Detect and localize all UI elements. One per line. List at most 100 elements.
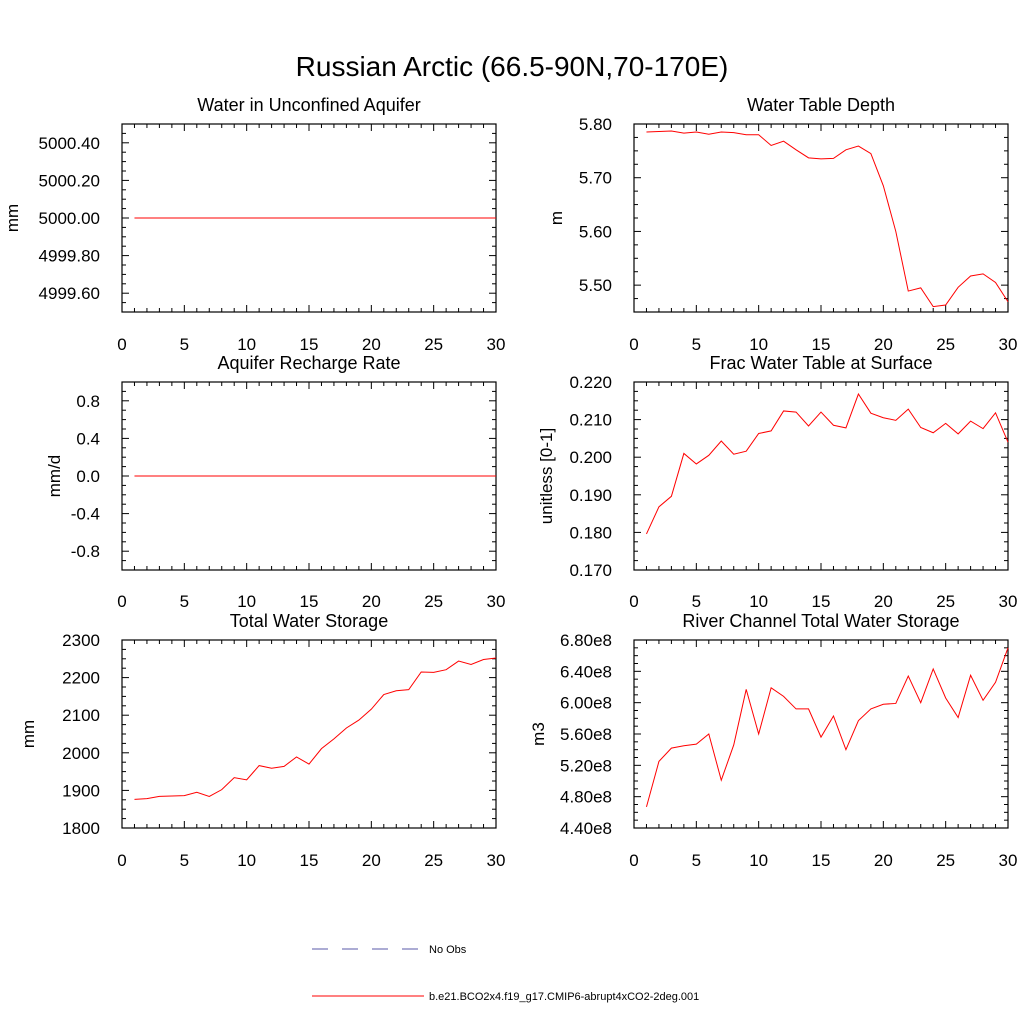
series-line [646,130,1009,308]
y-axis-label: mm [3,204,22,232]
y-tick-label: -0.8 [71,542,100,561]
series-line [645,647,1009,807]
y-tick-label: -0.4 [71,505,100,524]
plot-frame [633,123,1009,313]
x-tick-label: 20 [874,592,893,611]
plot-frame [633,381,1009,571]
legend-label-model: b.e21.BCO2x4.f19_g17.CMIP6-abrupt4xCO2-2… [429,991,699,1003]
plot-frame [633,639,1009,829]
x-tick-label: 10 [237,851,256,870]
y-tick-label: 5.50 [579,276,612,295]
x-tick-label: 10 [237,335,256,354]
panels: Water in Unconfined Aquifer mm 0 5 10 15 20 25 3… [3,95,1017,870]
x-tick-label: 20 [874,335,893,354]
x-tick-label: 25 [424,335,443,354]
y-tick-label: 1900 [62,781,100,800]
x-tick-label: 30 [487,851,506,870]
x-tick-label: 20 [362,592,381,611]
x-tick-label: 30 [999,592,1018,611]
panel-frac: Frac Water Table at Surface unitless [0-1… [537,353,1017,611]
x-tick-label: 5 [692,592,701,611]
legend-label-no-obs: No Obs [429,944,467,956]
y-tick-label: 5.60 [579,222,612,241]
y-tick-label: 2100 [62,706,100,725]
y-tick-label: 4999.80 [39,247,100,266]
panel-aquifer: Water in Unconfined Aquifer mm 0 5 10 15 20 25 3… [3,95,505,354]
legend: No Obs b.e21.BCO2x4.f19_g17.CMIP6-abrupt… [312,944,699,1003]
x-tick-label: 15 [300,851,319,870]
y-tick-label: 6.80e8 [560,631,612,650]
x-tick-label: 10 [749,851,768,870]
y-tick-label: 4.80e8 [560,788,612,807]
panel-river: River Channel Total Water Storage m3 0 5 10 1… [529,611,1017,870]
panel-title: Water in Unconfined Aquifer [197,95,420,115]
x-tick-label: 5 [692,851,701,870]
x-tick-label: 10 [749,592,768,611]
y-axis-label: mm/d [45,455,64,498]
x-tick-label: 0 [629,335,638,354]
y-tick-label: 5.60e8 [560,725,612,744]
x-tick-label: 25 [936,335,955,354]
panel-title: Total Water Storage [230,611,388,631]
y-axis-label: m [547,211,566,225]
y-tick-label: 0.190 [569,486,612,505]
y-tick-label: 5000.40 [39,134,100,153]
x-tick-label: 0 [629,592,638,611]
x-tick-label: 0 [629,851,638,870]
x-tick-label: 0 [117,592,126,611]
x-tick-label: 25 [424,592,443,611]
y-axis-label: m3 [529,722,548,746]
x-tick-label: 15 [812,851,831,870]
x-tick-label: 30 [487,592,506,611]
x-tick-label: 5 [692,335,701,354]
x-tick-label: 10 [749,335,768,354]
plot-frame [121,639,497,829]
x-tick-label: 5 [180,335,189,354]
x-tick-label: 0 [117,851,126,870]
y-tick-label: 0.200 [569,448,612,467]
y-tick-label: 0.170 [569,561,612,580]
x-tick-label: 10 [237,592,256,611]
y-tick-label: 2300 [62,631,100,650]
y-tick-label: 4999.60 [39,284,100,303]
y-tick-label: 0.4 [76,429,100,448]
x-tick-label: 20 [362,335,381,354]
x-tick-label: 30 [999,335,1018,354]
y-tick-label: 1800 [62,819,100,838]
figure-title: Russian Arctic (66.5-90N,70-170E) [296,51,729,82]
x-tick-label: 5 [180,592,189,611]
y-axis-label: unitless [0-1] [537,428,556,524]
y-tick-label: 0.0 [76,467,100,486]
y-tick-label: 6.40e8 [560,662,612,681]
panel-wtd: Water Table Depth m 0 5 10 15 20 25 30 5.50 5.60 5.… [547,95,1017,354]
x-tick-label: 25 [424,851,443,870]
y-tick-label: 4.40e8 [560,819,612,838]
panel-title: Aquifer Recharge Rate [217,353,400,373]
x-tick-label: 0 [117,335,126,354]
x-tick-label: 25 [936,592,955,611]
y-tick-label: 5.80 [579,115,612,134]
y-tick-label: 5000.20 [39,171,100,190]
y-axis-label: mm [19,720,38,748]
series-line [646,392,1009,535]
y-tick-label: 0.8 [76,392,100,411]
panel-title: Water Table Depth [747,95,895,115]
y-tick-label: 0.180 [569,523,612,542]
series-line [134,657,497,800]
x-tick-label: 20 [362,851,381,870]
panel-recharge: Aquifer Recharge Rate mm/d 0 5 10 15 20 25 30 -0.… [45,353,505,611]
y-tick-label: 2000 [62,744,100,763]
panel-title: Frac Water Table at Surface [709,353,932,373]
x-tick-label: 5 [180,851,189,870]
x-tick-label: 30 [999,851,1018,870]
x-tick-label: 15 [300,592,319,611]
x-tick-label: 15 [812,335,831,354]
panel-tws: Total Water Storage mm 0 5 10 15 20 25 30 1800 190… [19,611,505,870]
x-tick-label: 15 [300,335,319,354]
x-tick-label: 20 [874,851,893,870]
panel-title: River Channel Total Water Storage [682,611,959,631]
y-tick-label: 5.70 [579,169,612,188]
y-tick-label: 5000.00 [39,209,100,228]
x-tick-label: 15 [812,592,831,611]
